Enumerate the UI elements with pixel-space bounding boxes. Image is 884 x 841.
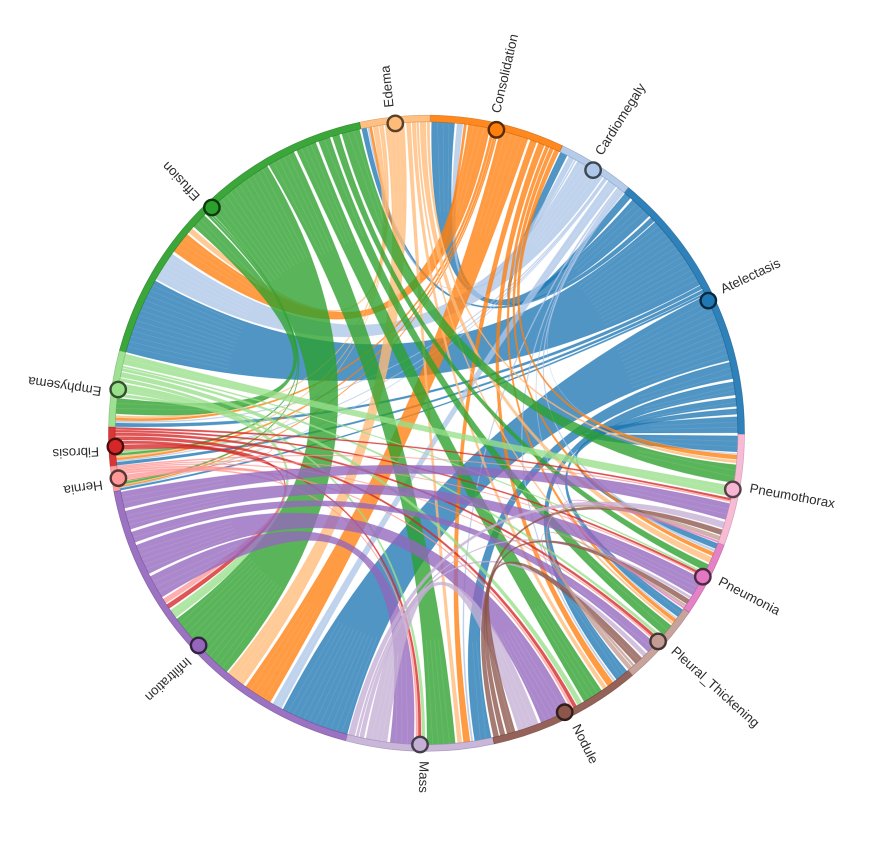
svg-text:Edema: Edema: [377, 64, 396, 108]
svg-text:Hernia: Hernia: [62, 478, 104, 499]
svg-text:Fibrosis: Fibrosis: [52, 444, 100, 461]
svg-text:Mass: Mass: [416, 761, 432, 793]
